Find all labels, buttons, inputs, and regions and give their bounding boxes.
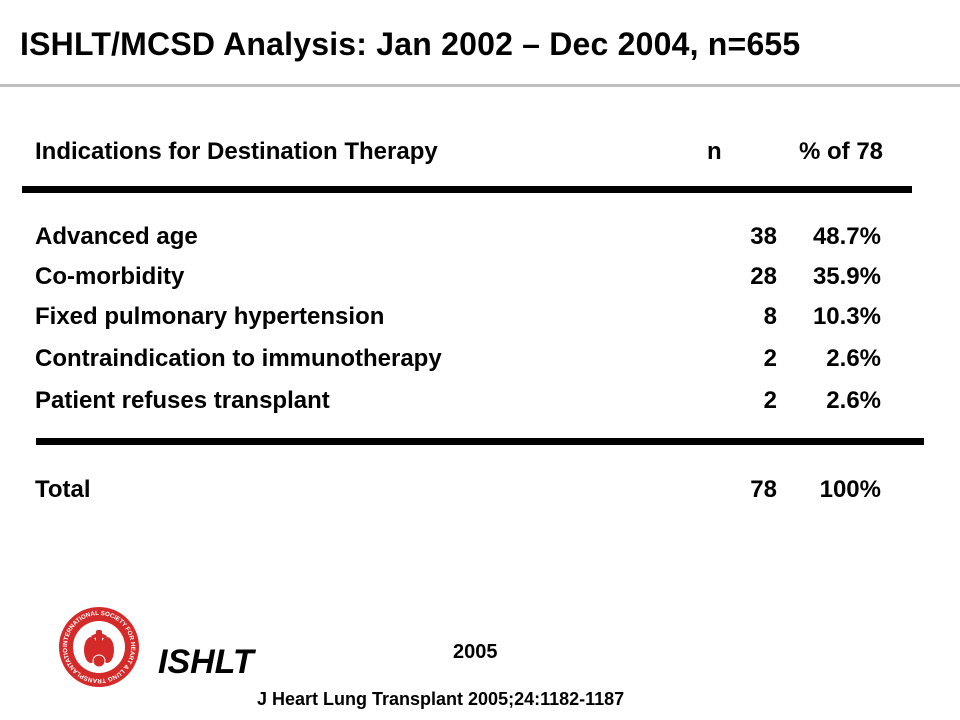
row-n: 2 [763, 345, 777, 372]
table-row: Co-morbidity 28 35.9% [35, 263, 935, 293]
row-n: 8 [763, 303, 777, 330]
header-n: n [707, 138, 722, 165]
header-divider [22, 186, 912, 193]
row-label: Fixed pulmonary hypertension [35, 303, 385, 330]
row-label: Co-morbidity [35, 263, 185, 290]
row-pct: 2.6% [826, 345, 881, 372]
table-header: Indications for Destination Therapy n % … [35, 138, 935, 168]
table-row: Patient refuses transplant 2 2.6% [35, 387, 935, 417]
header-pct: % of 78 [799, 138, 884, 165]
row-n: 2 [763, 387, 777, 414]
table-row: Fixed pulmonary hypertension 8 10.3% [35, 303, 935, 333]
row-pct: 10.3% [812, 303, 881, 330]
row-pct: 2.6% [826, 387, 881, 414]
table-row: Contraindication to immunotherapy 2 2.6% [35, 345, 935, 375]
total-n: 78 [750, 476, 777, 503]
citation: J Heart Lung Transplant 2005;24:1182-118… [257, 689, 625, 709]
total-divider [36, 438, 924, 445]
title-divider [0, 84, 960, 87]
header-label: Indications for Destination Therapy [35, 138, 438, 165]
row-n: 38 [750, 223, 777, 250]
total-label: Total [35, 476, 91, 503]
row-pct: 48.7% [812, 223, 881, 250]
org-name: ISHLT [158, 643, 254, 681]
ishlt-seal-icon: INTERNATIONAL SOCIETY FOR HEART & LUNG T… [58, 606, 139, 687]
slide-title: ISHLT/MCSD Analysis: Jan 2002 – Dec 2004… [20, 26, 801, 62]
table-row: Advanced age 38 48.7% [35, 223, 935, 253]
row-label: Patient refuses transplant [35, 387, 330, 414]
total-pct: 100% [819, 476, 881, 503]
row-pct: 35.9% [812, 263, 881, 290]
table-total-row: Total 78 100% [35, 476, 935, 506]
row-label: Contraindication to immunotherapy [35, 345, 442, 372]
row-label: Advanced age [35, 223, 198, 250]
row-n: 28 [750, 263, 777, 290]
report-year: 2005 [453, 641, 498, 663]
